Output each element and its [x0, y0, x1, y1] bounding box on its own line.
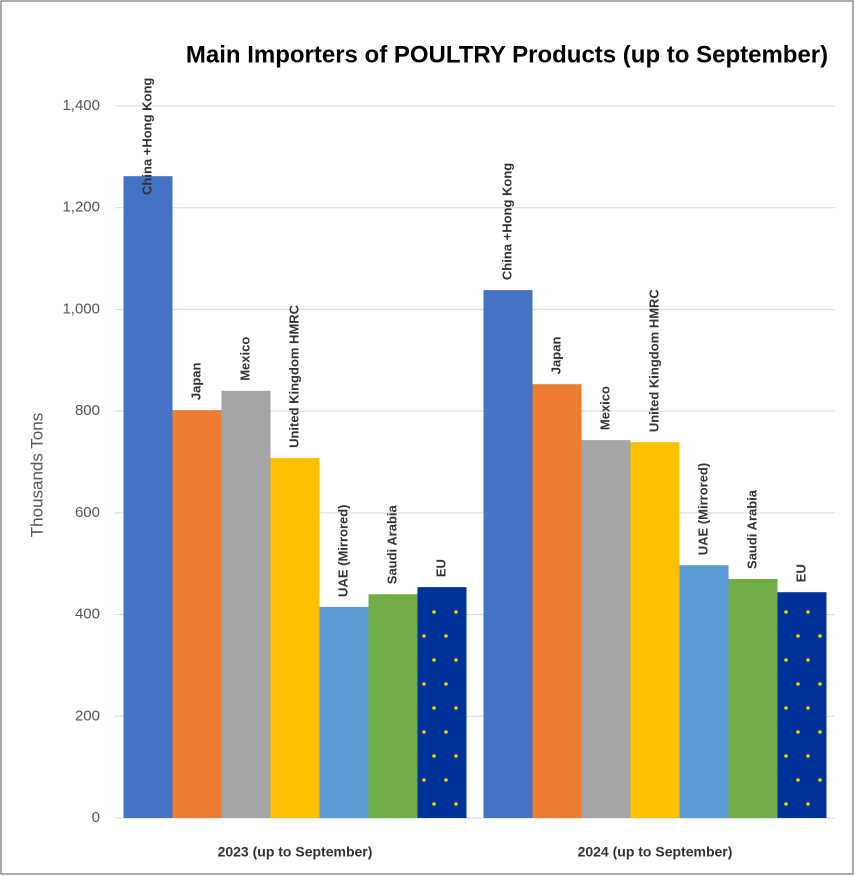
bar — [319, 606, 369, 818]
bar-label: United Kingdom HMRC — [646, 289, 661, 433]
bar — [728, 578, 778, 818]
bar — [532, 384, 582, 818]
bar-label: EU — [433, 559, 448, 577]
bar — [581, 440, 631, 818]
bar-label: Japan — [548, 337, 563, 375]
chart-title: Main Importers of POULTRY Products (up t… — [186, 41, 828, 68]
bar-label: Mexico — [597, 386, 612, 430]
bar-label: China +Hong Kong — [499, 163, 514, 280]
y-tick-label: 400 — [75, 606, 100, 623]
bar — [679, 565, 729, 818]
y-tick-label: 1,000 — [62, 300, 100, 317]
x-tick-label: 2023 (up to September) — [218, 844, 373, 860]
y-tick-label: 0 — [92, 809, 100, 826]
bar-label: EU — [793, 564, 808, 582]
bar-label: UAE (Mirrored) — [695, 463, 710, 555]
y-tick-label: 1,400 — [62, 97, 100, 114]
bar-label: UAE (Mirrored) — [335, 504, 350, 596]
bar — [172, 410, 222, 818]
y-tick-label: 600 — [75, 504, 100, 521]
bar-label: Mexico — [237, 337, 252, 381]
bar-label: Saudi Arabia — [384, 504, 399, 584]
bar-label: China +Hong Kong — [139, 78, 154, 195]
y-tick-label: 200 — [75, 707, 100, 724]
bar-pattern — [421, 597, 463, 808]
bar — [368, 594, 418, 818]
bar — [123, 176, 173, 818]
y-tick-label: 800 — [75, 402, 100, 419]
bar-label: Saudi Arabia — [744, 489, 759, 569]
bar-pattern — [781, 602, 823, 808]
bar-label: United Kingdom HMRC — [286, 304, 301, 448]
y-axis-label: Thousands Tons — [27, 413, 46, 537]
bar-label: Japan — [188, 362, 203, 400]
y-tick-label: 1,200 — [62, 199, 100, 216]
bar — [630, 442, 680, 818]
bar — [270, 457, 320, 818]
bar — [483, 290, 533, 818]
bar — [221, 390, 271, 818]
x-tick-label: 2024 (up to September) — [578, 844, 733, 860]
